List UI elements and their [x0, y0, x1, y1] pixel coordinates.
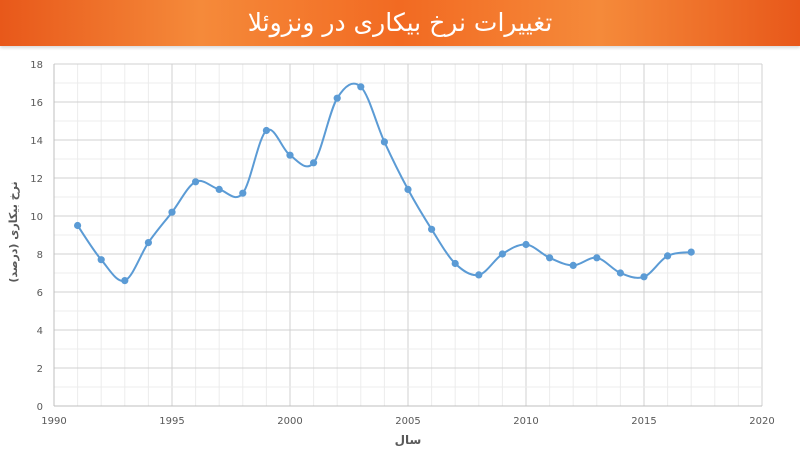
data-point	[475, 271, 483, 279]
data-point	[380, 138, 388, 146]
data-point	[664, 252, 672, 260]
data-point	[215, 185, 223, 193]
y-tick-label: 0	[37, 402, 43, 413]
y-tick-label: 12	[30, 174, 43, 185]
y-tick-label: 2	[37, 364, 43, 375]
title-banner: تغییرات نرخ بیکاری در ونزوئلا	[0, 0, 800, 46]
data-point	[498, 250, 506, 258]
data-point	[546, 254, 554, 262]
data-point	[97, 256, 105, 264]
data-point	[192, 178, 200, 186]
data-point	[404, 185, 412, 193]
x-tick-label: 2000	[277, 416, 302, 427]
x-tick-label: 2015	[631, 416, 656, 427]
y-tick-label: 18	[30, 60, 43, 71]
data-point	[74, 221, 82, 230]
data-point	[640, 273, 648, 281]
x-tick-label: 2020	[749, 416, 774, 427]
y-axis-label: نرخ بیکاری (درصد)	[7, 181, 20, 282]
y-tick-label: 14	[30, 136, 43, 147]
y-tick-label: 16	[30, 98, 43, 109]
data-point	[687, 248, 695, 256]
data-point	[569, 261, 577, 269]
y-tick-label: 6	[37, 288, 43, 299]
data-point	[522, 240, 530, 249]
data-point	[144, 239, 152, 247]
chart-title: تغییرات نرخ بیکاری در ونزوئلا	[247, 8, 553, 37]
y-tick-label: 8	[37, 250, 43, 261]
data-point	[121, 277, 129, 285]
data-point	[286, 151, 294, 159]
data-point	[451, 259, 459, 268]
x-tick-label: 1995	[159, 416, 184, 427]
y-tick-label: 10	[30, 212, 43, 223]
x-tick-label: 2005	[395, 416, 420, 427]
axis-ticks: 1990 1995 2000 2005 2010 2015 2020 0 2 4 6 8 10 12 14 1…	[30, 60, 774, 427]
data-point	[428, 225, 436, 233]
data-point	[239, 189, 247, 197]
line-chart: 1990 1995 2000 2005 2010 2015 2020 0 2 4 6 8 10 12 14 1…	[7, 60, 775, 447]
x-tick-label: 1990	[41, 416, 66, 427]
x-tick-label: 2010	[513, 416, 538, 427]
data-point	[333, 94, 341, 102]
data-point	[357, 83, 365, 91]
data-point	[168, 208, 176, 216]
data-point	[616, 269, 625, 277]
data-point	[310, 159, 318, 167]
x-axis-label: سال	[395, 433, 422, 447]
grid	[53, 63, 763, 407]
data-point	[262, 126, 270, 135]
data-point	[593, 254, 601, 262]
y-tick-label: 4	[37, 326, 43, 337]
data-points	[74, 83, 695, 285]
